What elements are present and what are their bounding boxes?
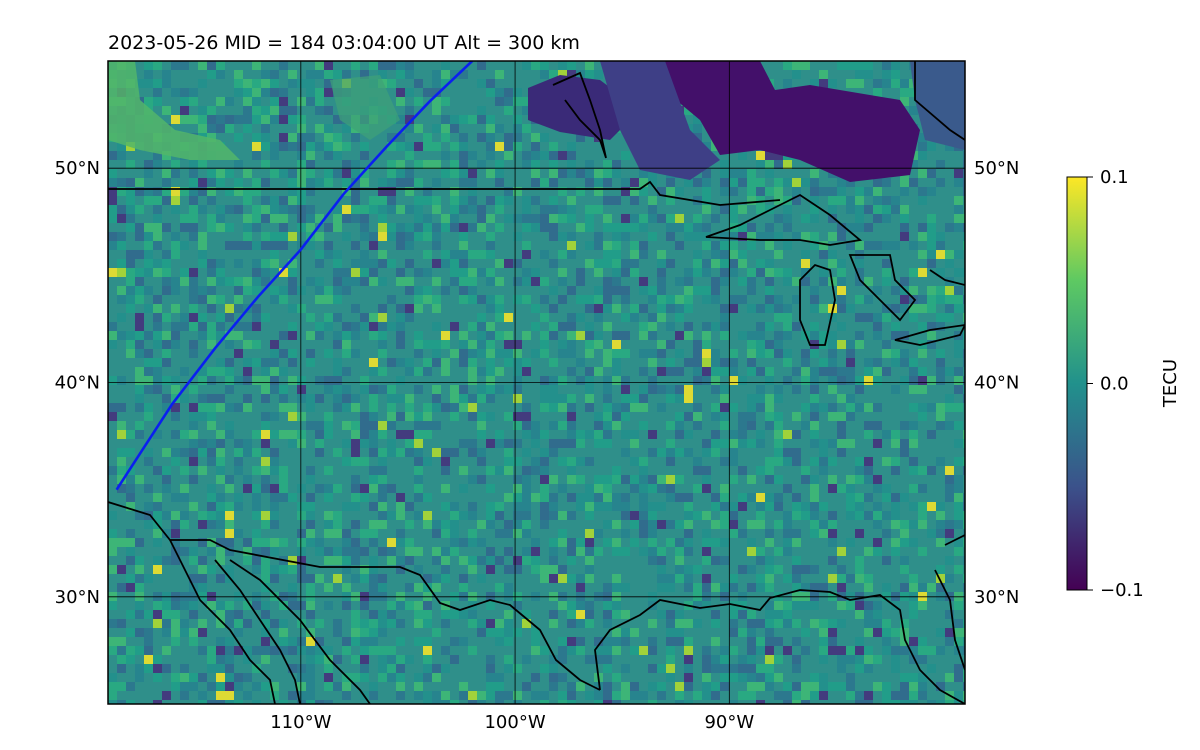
y-axis-ticks: 30°N 30°N 40°N 40°N 50°N 50°N [55,158,1020,608]
lake-huron [848,254,917,322]
y-tick-label-right-2: 50°N [974,158,1019,179]
colorbar-label: TECU [1160,359,1181,408]
negative-anomaly-fringe [600,61,720,180]
florida-coast [934,569,965,671]
positive-anomaly-band [330,75,400,140]
colorbar-tick-label-1: 0.0 [1100,374,1129,395]
lake-michigan [799,263,836,346]
gulf-of-california-coast [214,559,301,704]
x-tick-label-0: 110°W [270,712,331,733]
y-tick-label-right-0: 30°N [974,587,1019,608]
x-tick-label-2: 90°W [704,712,754,733]
y-tick-label-left-2: 50°N [55,158,100,179]
ontario-shore [929,269,965,286]
quebec-border [914,61,965,141]
lake-erie [894,324,965,346]
atlantic-coast [944,534,965,546]
tec-features [108,61,965,182]
colorbar-ticks: 0.1 0.0 −0.1 [1087,167,1144,601]
map-frame [107,60,966,705]
y-tick-label-left-1: 40°N [55,373,100,394]
lake-superior [705,193,863,246]
mexico-west-coast [169,539,276,704]
negative-anomaly-north [665,61,920,182]
y-tick-label-right-1: 40°N [974,373,1019,394]
positive-anomaly-northwest [108,61,240,160]
x-axis-ticks: 110°W 100°W 90°W [270,712,754,733]
colorbar: 0.1 0.0 −0.1 TECU [1066,167,1181,601]
y-tick-label-left-0: 30°N [55,587,100,608]
colorbar-tick-label-0: 0.1 [1100,167,1129,188]
satellite-track [115,61,474,491]
gridlines [108,61,965,704]
boundaries [108,61,965,704]
x-tick-label-1: 100°W [484,712,545,733]
colorbar-gradient [1066,176,1088,591]
map-area [108,61,965,704]
negative-anomaly-east [910,61,965,150]
gulf-coast [594,589,965,704]
us-canada-border [108,180,781,206]
hudson-coast [552,71,607,159]
mexico-mainland-coast [229,559,371,704]
plot-title: 2023-05-26 MID = 184 03:04:00 UT Alt = 3… [108,32,580,54]
us-mexico-border [108,501,601,691]
colorbar-tick-label-2: −0.1 [1100,580,1144,601]
